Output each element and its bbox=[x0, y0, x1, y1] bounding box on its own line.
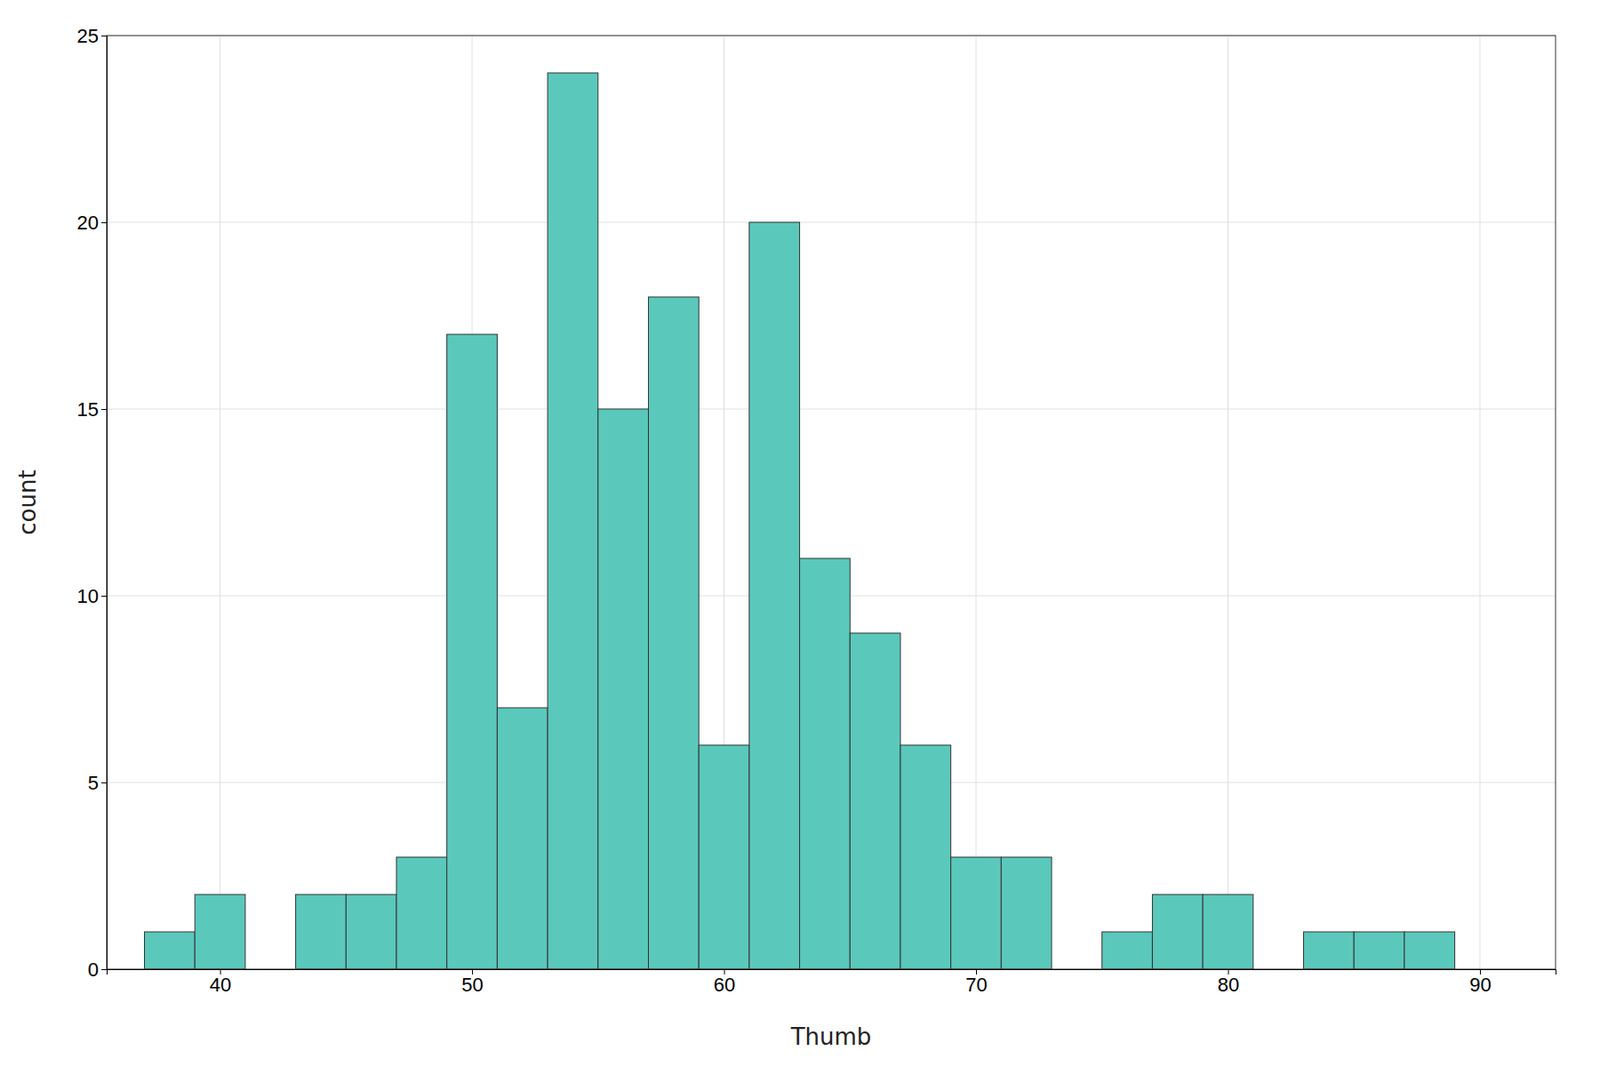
x-axis-tick: 70 bbox=[965, 968, 987, 996]
x-axis-tick-label: 70 bbox=[965, 973, 987, 996]
x-axis-tick-label: 40 bbox=[209, 973, 232, 996]
bar bbox=[194, 894, 246, 969]
plot-frame bbox=[106, 35, 1556, 969]
bar bbox=[1152, 894, 1203, 969]
y-axis-tick-label: 25 bbox=[77, 24, 99, 48]
x-axis-tick-label: 90 bbox=[1469, 973, 1491, 996]
bar bbox=[547, 72, 599, 969]
bar bbox=[698, 744, 750, 969]
x-axis-tick: 90 bbox=[1469, 968, 1491, 996]
y-axis-tick-label: 20 bbox=[77, 211, 99, 234]
y-axis-line bbox=[101, 36, 108, 970]
grid-line-x bbox=[1227, 35, 1229, 969]
x-axis-line bbox=[107, 969, 1557, 976]
y-axis-tick-label: 10 bbox=[77, 584, 99, 608]
y-axis-title: count bbox=[14, 469, 41, 535]
bar bbox=[345, 894, 397, 969]
bar bbox=[1102, 931, 1153, 969]
y-axis: 0 5 10 15 20 25 bbox=[77, 24, 108, 981]
bar bbox=[296, 894, 347, 969]
grid-line-x bbox=[1479, 35, 1480, 969]
x-axis-tick-label: 80 bbox=[1217, 973, 1240, 996]
y-axis-tick: 15 bbox=[77, 398, 107, 421]
x-axis-tick-label: 60 bbox=[713, 973, 736, 996]
chart: 40 50 60 70 80 90 0 5 10 15 20 25 Thumb count bbox=[0, 0, 1600, 1067]
bar bbox=[900, 744, 952, 969]
grid-line-x bbox=[976, 35, 977, 969]
y-axis-tick-mark bbox=[101, 782, 107, 784]
bar bbox=[1404, 931, 1456, 969]
y-axis-tick-label: 5 bbox=[88, 771, 99, 794]
y-axis-tick: 10 bbox=[77, 584, 107, 608]
y-axis-tick: 20 bbox=[77, 211, 107, 234]
bar bbox=[648, 296, 699, 969]
grid-line-y bbox=[106, 408, 1556, 410]
bar bbox=[749, 222, 800, 969]
bar bbox=[849, 632, 901, 969]
bar bbox=[598, 408, 649, 969]
y-axis-tick-mark bbox=[101, 222, 107, 224]
y-axis-tick-mark bbox=[101, 968, 107, 970]
x-axis-title: Thumb bbox=[790, 1023, 872, 1050]
grid-line-x bbox=[219, 35, 221, 969]
bars bbox=[144, 72, 1456, 969]
bar bbox=[447, 334, 498, 969]
y-axis-tick: 5 bbox=[88, 771, 107, 794]
grid bbox=[106, 35, 1556, 969]
bar bbox=[951, 856, 1002, 969]
y-axis-tick: 0 bbox=[88, 958, 107, 981]
y-axis-tick-mark bbox=[101, 595, 107, 597]
x-axis: 40 50 60 70 80 90 bbox=[107, 968, 1557, 996]
x-axis-tick: 40 bbox=[209, 968, 232, 996]
x-axis-tick: 60 bbox=[713, 968, 736, 996]
grid-line-y bbox=[106, 222, 1556, 224]
y-axis-tick: 25 bbox=[77, 24, 107, 48]
y-axis-tick-label: 0 bbox=[88, 958, 99, 981]
bar bbox=[1000, 856, 1052, 969]
plot: 40 50 60 70 80 90 0 5 10 15 20 25 Thumb count bbox=[14, 24, 1557, 1050]
x-axis-tick-label: 50 bbox=[461, 973, 483, 996]
bar bbox=[144, 931, 196, 969]
bar bbox=[396, 856, 448, 969]
bar bbox=[496, 707, 548, 969]
bar bbox=[1353, 931, 1405, 969]
x-axis-tick: 80 bbox=[1217, 968, 1240, 996]
bar bbox=[1304, 931, 1355, 969]
y-axis-tick-mark bbox=[101, 35, 107, 37]
bar bbox=[1202, 894, 1254, 969]
y-axis-tick-mark bbox=[101, 408, 107, 410]
x-axis-tick: 50 bbox=[461, 968, 483, 996]
y-axis-tick-label: 15 bbox=[77, 398, 99, 421]
bar bbox=[800, 558, 851, 969]
